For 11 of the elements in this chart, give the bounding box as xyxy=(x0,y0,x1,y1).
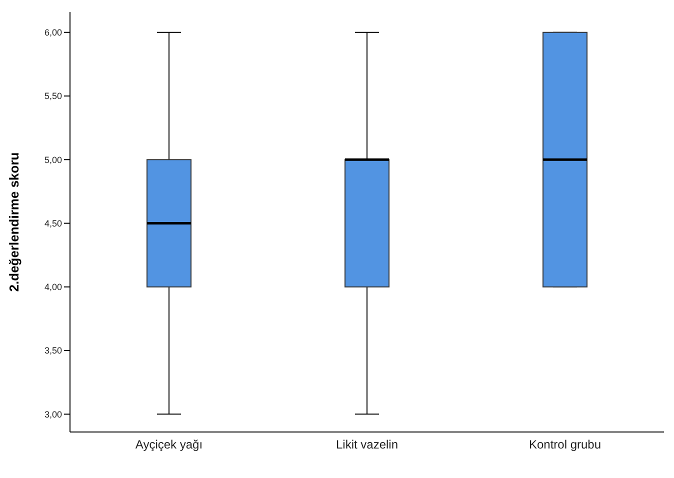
x-tick-label: Likit vazelin xyxy=(336,438,398,452)
y-axis-title: 2.değerlendirme skoru xyxy=(6,152,22,292)
y-tick-label: 3,50 xyxy=(44,346,62,356)
y-tick-label: 4,50 xyxy=(44,218,62,228)
x-tick-label: Kontrol grubu xyxy=(528,438,602,452)
x-tick-label: Ayçiçek yağı xyxy=(135,438,203,452)
y-tick-label: 4,00 xyxy=(44,282,62,292)
y-tick-label: 3,00 xyxy=(44,409,62,420)
y-tick-label: 6,00 xyxy=(44,28,62,38)
y-tick-label: 5,00 xyxy=(44,154,62,165)
y-tick-label: 5,50 xyxy=(44,91,62,102)
